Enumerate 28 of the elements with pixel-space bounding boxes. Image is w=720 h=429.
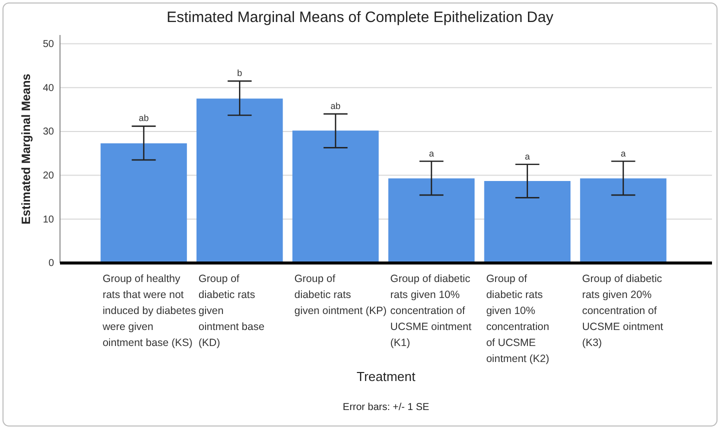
bar [100, 143, 187, 263]
annotation: a [620, 148, 626, 158]
y-tick-label: 50 [42, 38, 54, 50]
annotation: b [237, 68, 242, 78]
x-tick-label: Group of healthy rats that were not induced by diabetes were given ointment base (KS) [102, 273, 196, 349]
x-tick-label: Group of diabetic rats given 20% concentration of UCSME ointment (K3) [582, 273, 664, 349]
y-axis-title: Estimated Marginal Means [19, 73, 33, 224]
chart-title: Estimated Marginal Means of Complete Epithelization Day [166, 9, 554, 26]
bar [388, 178, 475, 263]
bar [292, 130, 379, 263]
y-tick-label: 10 [42, 214, 54, 226]
x-tick-label: Group of diabetic rats given 10% concentration of UCSME ointment (K2) [486, 273, 550, 365]
annotation: a [428, 148, 434, 158]
bar [484, 181, 571, 263]
text: Error bars: +/- 1 SE [342, 402, 430, 413]
bar [196, 98, 283, 263]
x-tick-label: Group of diabetic rats given ointment (KP) [294, 273, 387, 317]
y-tick-label: 40 [42, 82, 54, 94]
y-tick-label: 30 [42, 126, 54, 138]
bar [580, 178, 666, 263]
y-tick-label: 20 [42, 170, 54, 182]
x-tick-label: Group of diabetic rats given 10% concentration of UCSME ointment (K1) [390, 273, 472, 349]
x-tick-label: Group of diabetic rats given ointment base (KD) [198, 273, 265, 349]
annotation: a [524, 151, 530, 162]
annotation: ab [138, 113, 149, 124]
annotation: ab [330, 100, 341, 111]
y-tick-label: 0 [48, 258, 54, 270]
x-axis-title: Treatment [356, 369, 416, 384]
